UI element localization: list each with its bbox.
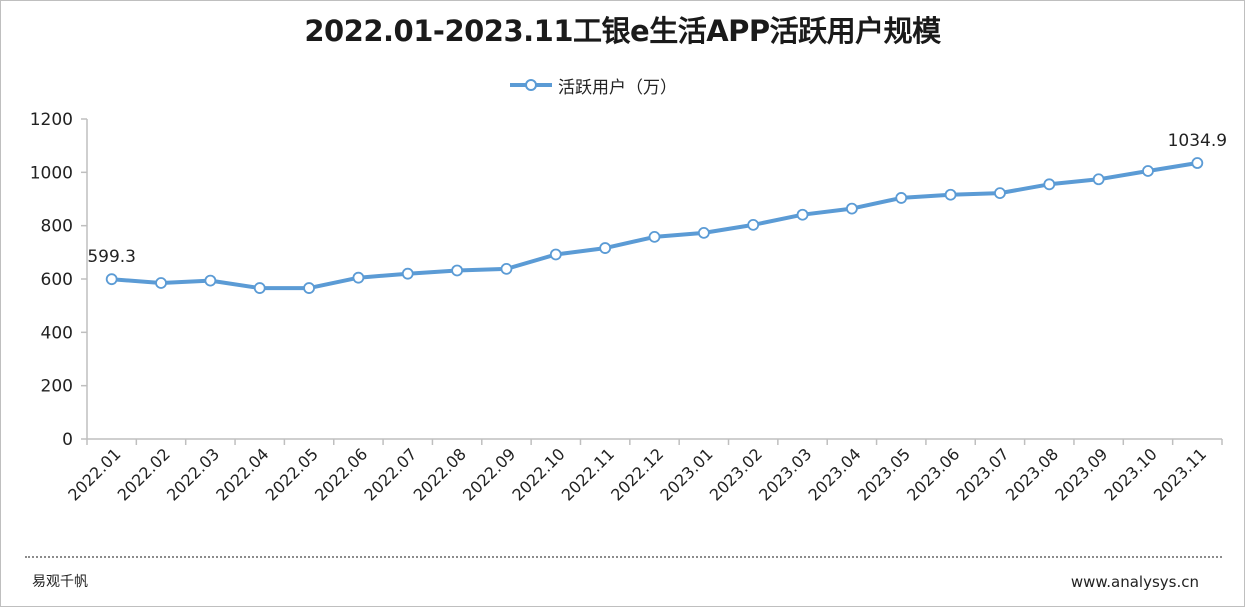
x-tick-label: 2022.02 [114,444,174,504]
data-point [401,267,414,280]
x-tick-label: 2023.06 [903,444,963,504]
data-point [352,271,365,284]
series-line [109,161,1200,291]
legend: 活跃用户（万） [508,74,677,98]
chart-title: 2022.01-2023.11工银e生活APP活跃用户规模 [304,14,941,48]
data-point [845,202,858,215]
x-tick-label: 2023.02 [706,444,766,504]
x-tick-label: 2023.03 [755,444,815,504]
y-tick-label: 200 [41,377,73,397]
data-point [895,192,908,204]
data-point [1092,173,1105,186]
data-point [648,230,661,243]
data-point [549,248,562,261]
data-point [697,226,710,239]
data-point [303,282,315,294]
data-point [155,277,167,289]
x-tick-label: 2022.10 [508,444,568,504]
data-point [204,274,217,287]
y-tick-label: 600 [41,270,73,290]
y-tick-label: 1000 [30,163,73,183]
data-point [451,264,464,277]
x-tick-label: 2022.04 [212,444,272,504]
data-point [796,208,809,221]
footer-source: 易观千帆 [32,574,88,590]
x-tick-label: 2023.10 [1101,444,1161,504]
x-tick-label: 2023.09 [1051,444,1111,504]
data-point [1142,165,1154,177]
data-label: 599.3 [87,247,136,267]
x-tick-label: 2022.07 [360,444,420,504]
footer-website: www.analysys.cn [1070,573,1199,591]
data-label: 1034.9 [1168,131,1227,151]
x-tick-label: 2022.08 [410,444,470,504]
data-point [105,273,118,286]
footer-divider [25,556,1222,558]
y-tick-label: 0 [62,430,73,450]
x-tick-label: 2023.01 [656,444,716,504]
data-point [944,188,957,201]
x-tick-label: 2023.05 [854,444,914,504]
x-tick-label: 2022.01 [64,444,124,504]
x-tick-label: 2022.06 [311,444,371,504]
data-point [1043,178,1056,191]
data-point [994,187,1006,200]
data-point [747,218,760,231]
x-tick-label: 2022.11 [558,444,618,504]
y-tick-label: 400 [41,323,73,343]
x-tick-label: 2023.07 [953,444,1013,504]
x-tick-label: 2022.03 [163,444,223,504]
x-tick-label: 2022.09 [459,444,519,504]
data-point [1191,157,1204,169]
y-tick-label: 1200 [30,110,73,130]
legend-line-marker-icon [510,79,552,91]
data-point [253,282,266,294]
data-point [500,262,513,275]
x-tick-label: 2022.12 [607,444,667,504]
x-tick-label: 2023.04 [804,444,864,504]
x-tick-label: 2022.05 [262,444,322,504]
y-tick-label: 800 [41,217,73,237]
legend-label: 活跃用户（万） [558,77,677,98]
x-tick-label: 2023.11 [1150,444,1210,504]
data-point [599,242,612,254]
x-tick-label: 2023.08 [1002,444,1062,504]
